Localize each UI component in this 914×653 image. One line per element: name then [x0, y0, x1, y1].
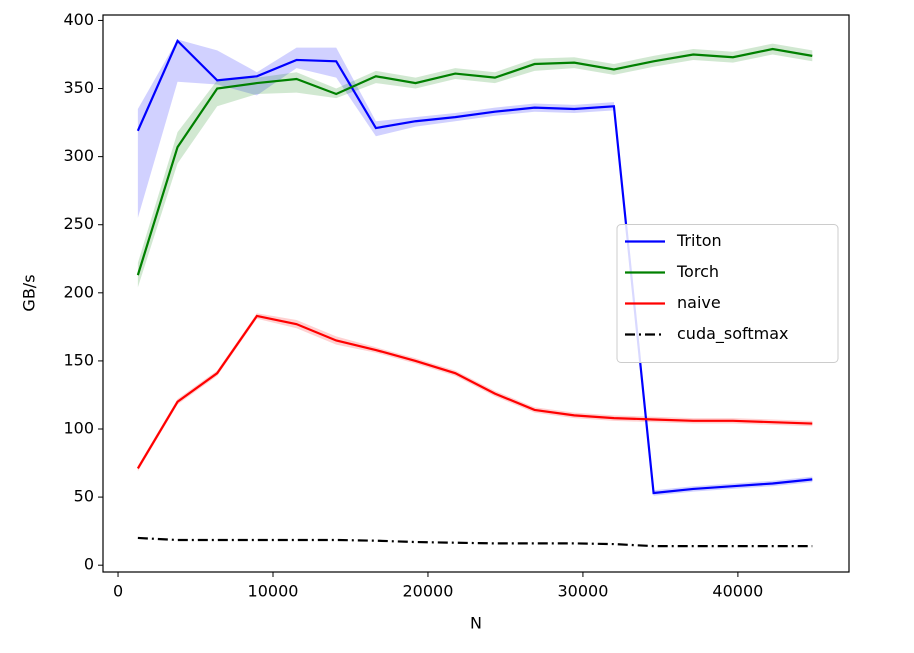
legend: Triton Torch naive cuda_softmax	[616, 224, 839, 363]
y-tick-label: 150	[63, 350, 94, 369]
series-line	[136, 314, 813, 470]
y-tick-label: 350	[63, 78, 94, 97]
legend-box	[616, 224, 839, 363]
x-tick-label: 40000	[712, 582, 763, 601]
series-line	[136, 47, 813, 276]
x-tick-label: 10000	[248, 582, 299, 601]
y-tick-label: 300	[63, 146, 94, 165]
y-tick-label: 400	[63, 10, 94, 29]
x-axis-label: N	[470, 614, 482, 633]
y-tick-label: 100	[63, 419, 94, 438]
x-tick-label: 30000	[557, 582, 608, 601]
series-line	[137, 536, 813, 548]
legend-label: Torch	[676, 262, 719, 281]
legend-label: cuda_softmax	[677, 324, 789, 344]
series-line	[136, 38, 813, 495]
legend-label: Triton	[676, 231, 722, 250]
x-tick-label: 0	[113, 582, 123, 601]
y-tick-label: 200	[63, 282, 94, 301]
y-tick-label: 250	[63, 214, 94, 233]
y-tick-label: 50	[74, 487, 94, 506]
legend-label: naive	[677, 293, 721, 312]
x-tick-label: 20000	[403, 582, 454, 601]
y-tick-label: 0	[84, 555, 94, 574]
plot-frame	[102, 14, 850, 573]
y-axis-label: GB/s	[20, 274, 39, 311]
